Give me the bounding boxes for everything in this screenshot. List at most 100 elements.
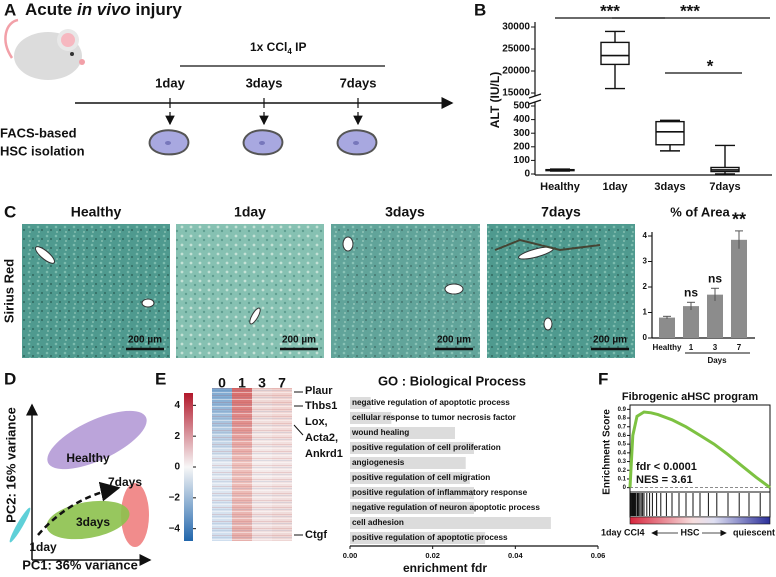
bar [683, 306, 699, 338]
y-tick-label: 400 [513, 114, 530, 125]
significance-label: ** [732, 210, 746, 230]
category-label: negative regulation of apoptotic process [352, 398, 510, 407]
stain-label: Sirius Red [1, 259, 16, 323]
y-tick-label: 500 [513, 101, 530, 112]
x-tick-label: 0.04 [508, 551, 523, 560]
category-label: negative regulation of neuron apoptotic … [352, 503, 540, 512]
timepoint-label: 3days [246, 75, 283, 90]
y-tick-label: 100 [513, 155, 530, 166]
annotation: NES = 3.61 [636, 474, 693, 486]
bar [350, 427, 455, 439]
gene-label: Ctgf [305, 529, 327, 541]
ranking-label: 1day CCl4 [601, 527, 645, 537]
timepoint-label: 7days [340, 75, 377, 90]
category-label: angiogenesis [352, 458, 405, 467]
y-tick-label: 0.4 [618, 450, 627, 456]
x-tick-label: Healthy [653, 343, 682, 352]
y-tick-label: 0.5 [618, 442, 627, 448]
scale-bar-label: 200 µm [128, 335, 162, 346]
category-label: cell adhesion [352, 518, 404, 527]
column-label: 7 [278, 375, 286, 391]
scale-bar-label: 200 µm [593, 335, 627, 346]
significance-label: *** [600, 1, 620, 20]
y-tick-label: 3 [643, 257, 648, 266]
y-tick-label: 0 [643, 333, 648, 342]
x-tick-label: 1 [689, 343, 694, 352]
colorbar-label: 0 [174, 462, 180, 473]
y-tick-label: 0.6 [618, 433, 627, 439]
ranking-label: quiescent [733, 527, 775, 537]
category-label: positive regulation of apoptotic process [352, 533, 508, 542]
image-title: 7days [541, 204, 581, 220]
group-label: 3days [76, 515, 110, 529]
image-title: 1day [234, 204, 266, 220]
x-tick-label: 3days [654, 181, 685, 193]
bar [350, 532, 486, 544]
hsc-cells [148, 129, 378, 156]
y-tick-label: 0.8 [618, 416, 627, 422]
y-tick-label: 0.9 [618, 407, 627, 413]
bar [350, 487, 474, 499]
chart-title: % of Area [670, 204, 730, 219]
bar [350, 472, 470, 484]
gene-label: Acta2, [305, 432, 338, 444]
y-tick-label: 0.3 [618, 459, 627, 465]
pca-plot [9, 403, 152, 566]
treatment-part: 1x CCl [250, 40, 287, 54]
x-tick-label: 0.00 [343, 551, 358, 560]
x-tick-label: 0.06 [591, 551, 606, 560]
treatment-part: IP [292, 40, 307, 54]
line [528, 93, 542, 99]
bar [659, 317, 675, 338]
y-tick-label: 25000 [502, 44, 530, 55]
colorbar-label: −4 [169, 523, 181, 534]
y-tick-label: 0 [524, 169, 530, 180]
title-part: injury [131, 0, 183, 19]
timepoint-label: 1day [155, 75, 185, 90]
line [528, 99, 542, 105]
ranking-bar [629, 516, 771, 525]
histology-images [22, 224, 635, 358]
x-tick-label: 0.02 [425, 551, 440, 560]
colorbar-label: 4 [174, 400, 180, 411]
ranking-label: HSC [680, 527, 700, 537]
x-tick-label: Healthy [540, 181, 581, 193]
panel-letter: C [4, 202, 16, 221]
title-part: in vivo [77, 0, 131, 19]
significance-label: ns [684, 285, 698, 299]
annotation: fdr < 0.0001 [636, 461, 697, 473]
significance-label: * [707, 56, 714, 75]
x-axis-label: PC1: 36% variance [22, 557, 138, 572]
bar [350, 502, 474, 514]
category-label: positive regulation of cell proliferatio… [352, 443, 501, 452]
y-tick-label: 15000 [502, 88, 530, 99]
y-tick-label: 1 [643, 308, 648, 317]
image-title: 3days [385, 204, 425, 220]
treatment-label: 1x CCl4 IP [250, 40, 306, 56]
colorbar-label: −2 [169, 492, 181, 503]
gene-label: Ankrd1 [305, 448, 343, 460]
panel-letter: D [4, 369, 16, 388]
group-label: 1day [29, 540, 57, 554]
bar [350, 412, 392, 424]
treatment-part: 4 [287, 47, 292, 56]
category-label: cellular response to tumor necrosis fact… [352, 413, 517, 422]
y-tick-label: 0.7 [618, 424, 627, 430]
bar [707, 294, 723, 338]
enrichment-curve [628, 410, 771, 489]
x-axis-label: enrichment fdr [403, 561, 487, 575]
y-axis-label: Enrichment Score [602, 409, 613, 495]
box [600, 41, 630, 66]
panel-letter: B [474, 0, 486, 19]
y-tick-label: 20000 [502, 66, 530, 77]
x-tick-label: 7days [709, 181, 740, 193]
group-label: Healthy [66, 451, 110, 465]
isolation-label: HSC isolation [0, 143, 85, 158]
column-label: 0 [218, 375, 226, 391]
y-tick-label: 0.2 [618, 468, 627, 474]
column-label: 3 [258, 375, 266, 391]
title-part: Acute [25, 0, 77, 19]
bar [350, 517, 551, 529]
significance-label: *** [680, 1, 700, 20]
